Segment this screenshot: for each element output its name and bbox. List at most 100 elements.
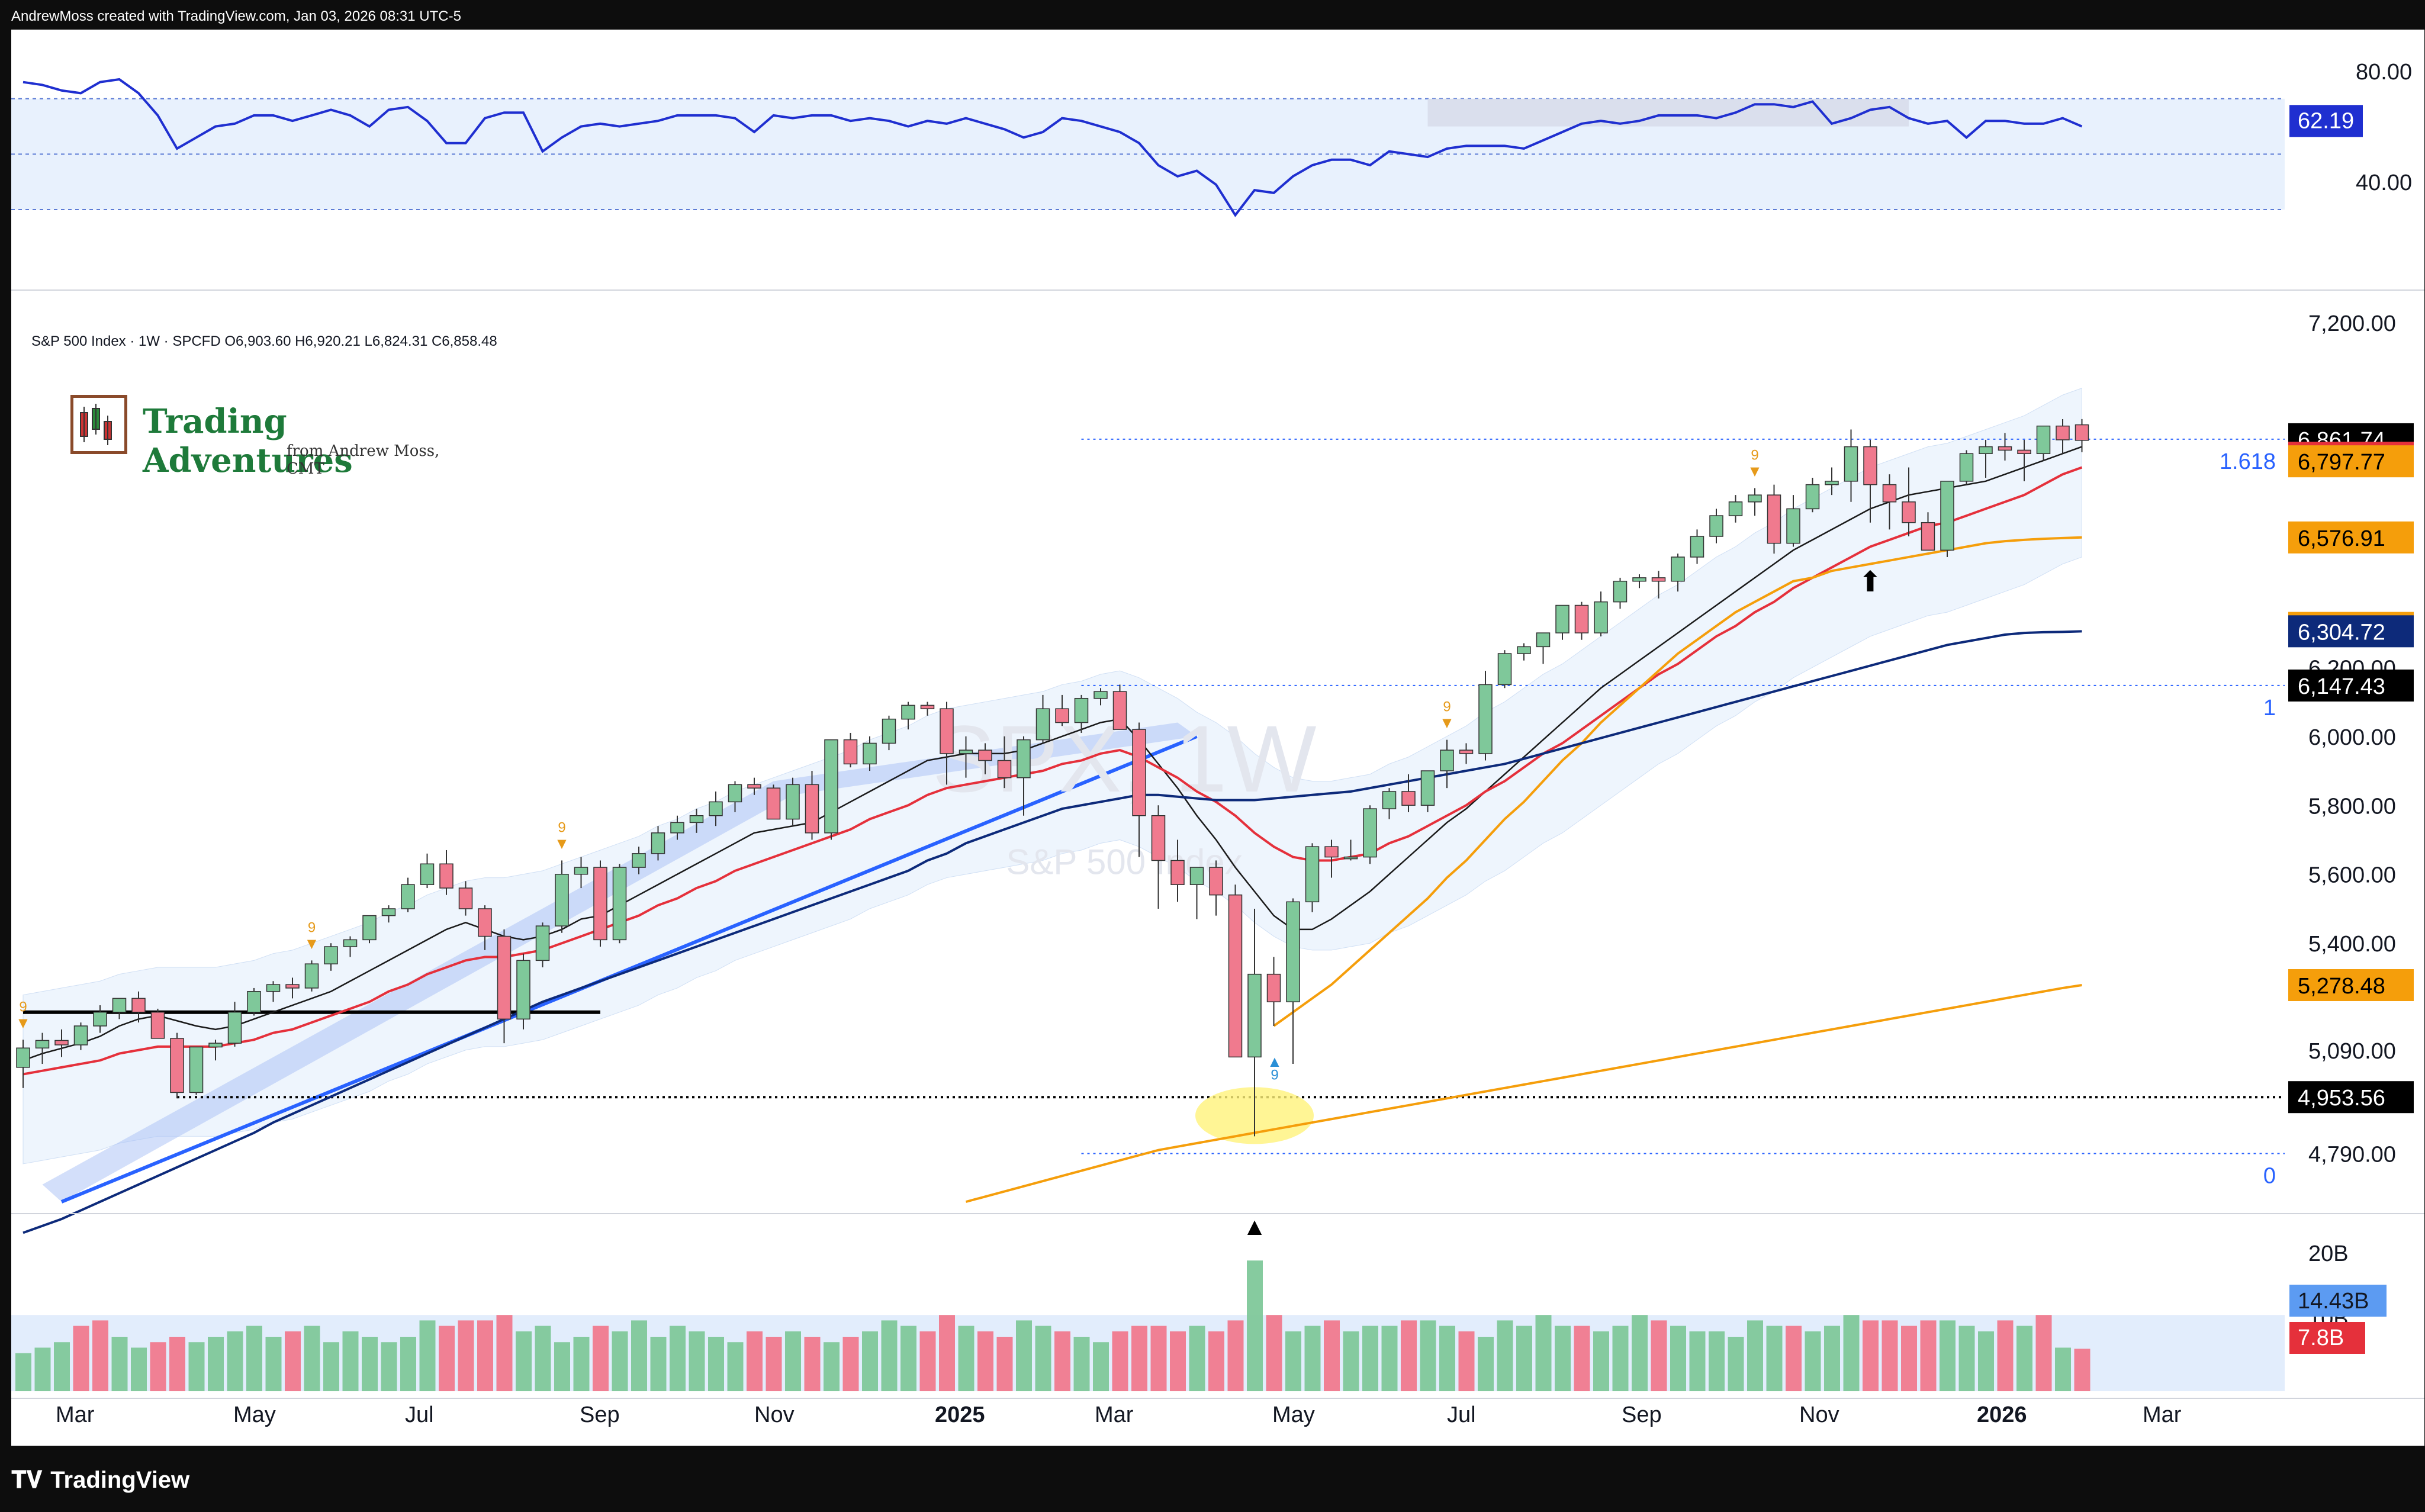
volume-bar [573, 1337, 590, 1391]
volume-bar [1439, 1326, 1455, 1391]
setup-nine-label: 9 [308, 919, 316, 935]
candle-body [2056, 425, 2070, 440]
price-tick-label: 6,000.00 [2308, 725, 2396, 750]
volume-bar [1131, 1326, 1147, 1391]
volume-bar [1747, 1320, 1763, 1391]
candle-body [1209, 867, 1223, 896]
price-tick-label: 7,200.00 [2308, 311, 2396, 336]
volume-bar [1189, 1326, 1205, 1391]
candle-body [824, 739, 838, 834]
volume-bar [1343, 1331, 1359, 1391]
candle-body [497, 935, 512, 1020]
setup-nine-arrow: ▼ [307, 936, 317, 950]
fib-level-label: 1.618 [2220, 449, 2276, 474]
volume-bar [1324, 1320, 1340, 1391]
volume-bar [477, 1320, 493, 1391]
candle-body [1709, 515, 1723, 537]
x-tick-label: Mar [2143, 1402, 2182, 1427]
x-tick-label: May [1272, 1402, 1315, 1427]
candle-body [997, 760, 1012, 778]
volume-bar [342, 1331, 359, 1391]
volume-bar [1824, 1326, 1840, 1391]
volume-bar [1170, 1331, 1186, 1391]
volume-bar [881, 1320, 898, 1391]
volume-bar [131, 1347, 147, 1391]
candle-body [766, 787, 781, 820]
candle-body [1478, 684, 1493, 754]
volume-badge-label: 7.8B [2298, 1326, 2344, 1350]
setup-nine-arrow: ▲ [1270, 1054, 1279, 1068]
candle-body [1882, 484, 1897, 503]
volume-bar [1689, 1331, 1706, 1391]
x-tick-label: Mar [56, 1402, 95, 1427]
volume-bar [285, 1331, 301, 1391]
candle-body [1671, 556, 1685, 582]
candle-body [1805, 484, 1820, 510]
candle-body [516, 960, 530, 1020]
x-tick-label: 2026 [1977, 1402, 2027, 1427]
candle-body [1017, 739, 1031, 778]
volume-bar [670, 1326, 686, 1391]
volume-bar [381, 1342, 397, 1391]
candle-body [632, 853, 646, 868]
volume-bar [1574, 1326, 1590, 1391]
candle-body [2017, 449, 2031, 454]
volume-bar [92, 1320, 108, 1391]
candle-body [959, 749, 973, 754]
volume-bar [1516, 1326, 1532, 1391]
volume-bar [2035, 1315, 2052, 1391]
price-level-label: 6,147.43 [2298, 674, 2385, 699]
volume-bar [1381, 1326, 1398, 1391]
chart-frame: 80.00 40.00 62.19 SPX, 1W S&P 500 Index 9 ▼ 9 ▼ 9… [11, 30, 2424, 1446]
volume-bar [73, 1326, 89, 1391]
candle-body [574, 867, 588, 875]
volume-bar [150, 1342, 166, 1391]
volume-bar [1555, 1326, 1571, 1391]
tradingview-brand-text: TradingView [50, 1466, 190, 1493]
volume-bar [554, 1342, 570, 1391]
candle-body [1728, 501, 1743, 516]
volume-bar [1940, 1320, 1956, 1391]
volume-bar [1073, 1337, 1090, 1391]
candle-body [266, 984, 281, 992]
volume-bar [323, 1342, 339, 1391]
x-tick-label: Jul [1447, 1402, 1476, 1427]
price-level-label: 6,576.91 [2298, 526, 2385, 551]
rsi-tick-label: 40.00 [2356, 170, 2412, 195]
volume-bar [1035, 1326, 1051, 1391]
volume-bar [824, 1342, 840, 1391]
setup-nine-arrow: ▼ [1750, 464, 1760, 478]
price-level-label: 4,953.56 [2298, 1086, 2385, 1111]
volume-bar [804, 1337, 821, 1391]
candle-body [73, 1025, 88, 1045]
candle-body [651, 832, 665, 854]
volume-bar [842, 1337, 859, 1391]
candle-body [1382, 791, 1397, 809]
candle-body [1343, 856, 1358, 860]
volume-bar [1670, 1326, 1686, 1391]
footer-brand[interactable]: 𝐓𝐕 TradingView [11, 1462, 189, 1498]
candle-body [901, 704, 915, 720]
volume-bar [689, 1331, 705, 1391]
ma-line [965, 984, 2082, 1203]
volume-badge [2289, 1322, 2365, 1354]
volume-bar [1362, 1326, 1378, 1391]
price-level-badge [2288, 1081, 2414, 1114]
candle-body [1555, 604, 1570, 633]
volume-bar [1266, 1315, 1282, 1391]
volume-bar [1612, 1326, 1629, 1391]
candle-body [1401, 791, 1416, 806]
volume-bar [631, 1320, 647, 1391]
volume-bar [400, 1337, 416, 1391]
volume-bar [1227, 1320, 1244, 1391]
volume-bar [111, 1337, 128, 1391]
x-tick-label: Sep [580, 1402, 620, 1427]
candle-body [54, 1040, 69, 1045]
candle-body [131, 998, 146, 1013]
volume-bar [362, 1337, 378, 1391]
volume-bar [1093, 1342, 1109, 1391]
candle-body [2036, 425, 2051, 454]
setup-nine-label: 9 [1751, 447, 1758, 463]
volume-bar [1920, 1320, 1937, 1391]
